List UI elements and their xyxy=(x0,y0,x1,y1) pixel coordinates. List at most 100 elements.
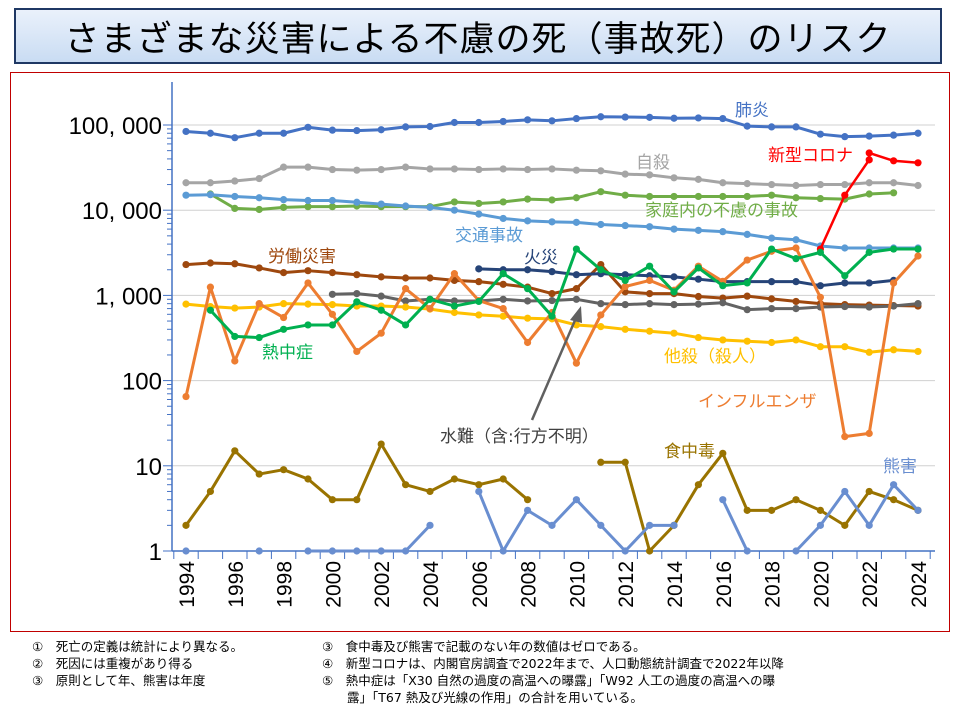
data-point xyxy=(426,304,434,313)
x-tick-label: 2012 xyxy=(615,561,638,608)
data-point xyxy=(646,547,654,555)
data-point xyxy=(377,306,385,314)
data-point xyxy=(328,165,336,174)
data-point xyxy=(621,221,629,230)
data-point xyxy=(572,359,581,367)
data-point xyxy=(450,165,458,173)
data-point xyxy=(914,347,922,356)
data-point xyxy=(231,447,239,455)
series-line xyxy=(721,499,749,552)
x-tick-label: 2010 xyxy=(566,561,589,608)
data-point xyxy=(182,260,190,269)
data-point xyxy=(450,198,458,206)
data-point xyxy=(524,506,532,514)
data-point xyxy=(646,171,654,179)
data-point xyxy=(206,259,214,267)
note: ② 死因には重複があり得る xyxy=(32,656,194,671)
data-point xyxy=(670,174,678,182)
data-point xyxy=(816,248,825,256)
x-tick-label: 2008 xyxy=(518,561,541,608)
note: ⑤ 熱中症は「X30 自然の過度の高温への曝露」「W92 人工の過度の高温への曝 xyxy=(322,673,776,688)
data-point xyxy=(450,475,458,483)
data-point xyxy=(524,285,532,293)
data-point xyxy=(206,129,214,137)
series-label: インフルエンザ xyxy=(698,392,817,412)
data-point xyxy=(792,547,800,555)
data-point xyxy=(865,521,873,529)
data-point xyxy=(280,163,288,171)
data-point xyxy=(499,270,507,278)
data-point xyxy=(597,188,605,196)
x-tick-label: 2020 xyxy=(810,561,833,608)
data-point xyxy=(816,194,825,203)
data-point xyxy=(597,323,605,331)
series-label: 水難（含:行方不明） xyxy=(440,427,599,447)
data-point xyxy=(426,295,434,303)
data-point xyxy=(890,279,898,287)
data-point xyxy=(402,285,410,293)
data-point xyxy=(548,196,556,204)
data-point xyxy=(792,255,800,263)
data-point xyxy=(402,481,410,489)
data-point xyxy=(743,292,751,300)
series-label: 家庭内の不慮の事故 xyxy=(645,201,798,221)
data-point xyxy=(450,308,458,317)
data-point xyxy=(865,248,873,256)
data-point xyxy=(914,300,922,308)
data-point xyxy=(377,292,385,300)
data-point xyxy=(816,180,825,189)
data-point xyxy=(719,449,727,457)
series-label: 火災 xyxy=(524,248,558,268)
data-point xyxy=(499,165,507,173)
data-point xyxy=(304,300,312,308)
data-point xyxy=(280,129,288,137)
data-point xyxy=(304,267,312,275)
data-point xyxy=(377,547,385,555)
data-point xyxy=(841,521,849,529)
data-point xyxy=(280,269,288,277)
data-point xyxy=(694,175,703,183)
data-point xyxy=(670,521,678,529)
data-point xyxy=(646,327,654,335)
data-point xyxy=(255,547,263,555)
data-point xyxy=(548,117,556,125)
data-point xyxy=(499,280,507,288)
data-point xyxy=(646,289,654,298)
data-point xyxy=(280,203,288,211)
data-point xyxy=(646,300,654,308)
data-point xyxy=(524,314,532,322)
data-point xyxy=(255,129,263,137)
data-point xyxy=(304,279,312,287)
data-point xyxy=(328,496,336,504)
data-point xyxy=(499,547,507,555)
data-point xyxy=(231,332,239,341)
data-point xyxy=(792,181,800,190)
data-point xyxy=(914,245,922,253)
series-label: 熱中症 xyxy=(262,343,313,363)
data-point xyxy=(743,337,751,345)
data-point xyxy=(231,304,239,312)
data-point xyxy=(499,304,507,313)
series-line xyxy=(819,151,919,250)
data-point xyxy=(865,303,873,311)
data-point xyxy=(816,130,825,138)
data-point xyxy=(402,274,410,282)
data-point xyxy=(914,252,922,260)
data-point xyxy=(255,194,263,202)
data-point xyxy=(328,269,336,277)
data-point xyxy=(865,487,873,496)
data-point xyxy=(743,506,751,514)
data-point xyxy=(816,506,825,514)
data-point xyxy=(865,149,873,157)
data-point xyxy=(182,127,190,136)
data-point xyxy=(865,279,873,287)
data-point xyxy=(231,192,239,201)
data-point xyxy=(231,134,239,142)
data-point xyxy=(865,179,873,187)
y-tick-label: 10, 000 xyxy=(82,198,162,225)
data-point xyxy=(206,283,214,291)
data-point xyxy=(304,321,312,329)
data-point xyxy=(304,163,312,171)
data-point xyxy=(572,218,581,226)
data-point xyxy=(768,180,776,189)
